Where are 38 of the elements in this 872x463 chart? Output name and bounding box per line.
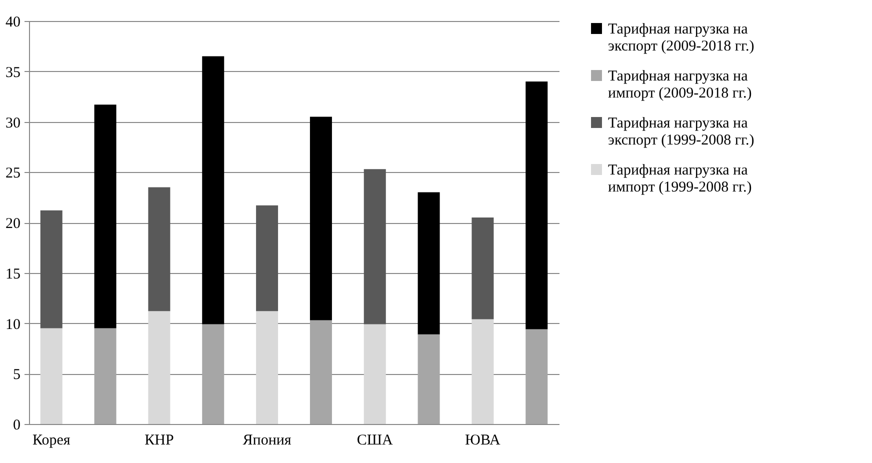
bar: [256, 205, 278, 312]
bar: [526, 329, 548, 424]
y-tick-label: 30: [6, 115, 20, 132]
bar: [310, 116, 332, 320]
y-tick-label: 25: [6, 166, 20, 182]
x-tick-label: Япония: [242, 432, 292, 448]
bar: [472, 217, 494, 320]
x-tick-label: ЮВА: [465, 432, 501, 448]
y-tick-label: 0: [13, 418, 20, 434]
legend-label: Тарифная нагрузка на импорт (2009-2018 гг.): [608, 68, 752, 102]
y-tick-label: 5: [13, 367, 20, 384]
y-tick-label: 10: [6, 316, 20, 333]
bar: [418, 334, 440, 424]
x-tick-label: Корея: [32, 432, 70, 448]
y-tick-label: 15: [6, 266, 20, 282]
y-tick-label: 40: [6, 14, 20, 30]
bar: [202, 56, 224, 324]
bar: [40, 328, 62, 424]
legend-label: Тарифная нагрузка на экспорт (1999-2008 гг.): [608, 116, 754, 148]
bar: [256, 311, 278, 424]
bar: [94, 328, 116, 424]
x-tick-label: КНР: [144, 432, 174, 448]
y-tick-label: 20: [6, 216, 20, 232]
legend-label: Тарифная нагрузка на экспорт (2009-2018 гг.): [608, 22, 754, 54]
bar: [472, 319, 494, 424]
bar: [364, 324, 386, 424]
bar: [526, 81, 548, 330]
y-tick-label: 35: [6, 64, 20, 81]
legend-label: Тарифная нагрузка на импорт (1999-2008 гг.): [608, 162, 752, 196]
bar: [40, 210, 62, 328]
bar: [310, 320, 332, 424]
bar: [202, 324, 224, 424]
bar: [94, 104, 116, 328]
bar: [148, 311, 170, 424]
bar: [418, 192, 440, 334]
x-tick-label: США: [356, 432, 394, 448]
bar: [148, 187, 170, 312]
bar: [364, 169, 386, 324]
